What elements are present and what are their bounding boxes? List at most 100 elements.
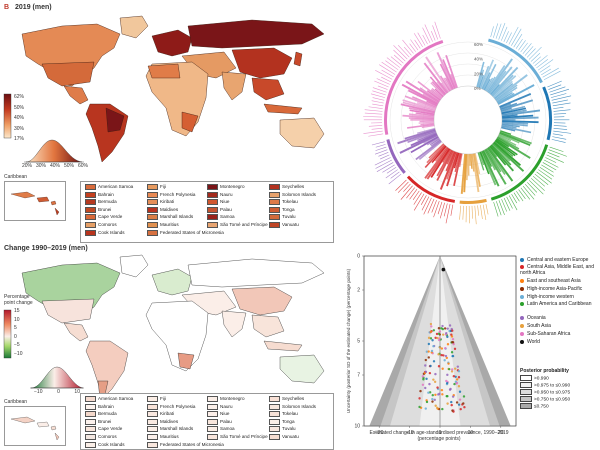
country-label-mark bbox=[542, 162, 557, 171]
radial-bar bbox=[496, 136, 531, 159]
country-name: Solomon Islands bbox=[282, 403, 316, 409]
country-label-mark bbox=[524, 184, 536, 196]
country-label-mark bbox=[536, 58, 549, 69]
country-name: Seychelles bbox=[282, 396, 305, 402]
y-axis-label: Uncertainty (posterior SD of the estimat… bbox=[346, 268, 351, 413]
pp-label: >0.975 to ≤0.990 bbox=[534, 383, 571, 389]
country-point bbox=[434, 336, 437, 340]
radial-bar bbox=[446, 150, 455, 165]
legend-label: Central and eastern Europe bbox=[527, 257, 589, 263]
caribbean-map-top bbox=[10, 191, 60, 216]
radial-bar bbox=[400, 103, 436, 114]
legend-dot bbox=[520, 294, 524, 299]
radial-bar bbox=[444, 77, 453, 91]
country-name: Montenegro bbox=[220, 184, 245, 190]
radial-bar bbox=[415, 112, 435, 117]
country-name: Cape Verde bbox=[98, 426, 123, 432]
scale-tick: 10 bbox=[14, 316, 20, 323]
radial-bar bbox=[453, 152, 460, 169]
country-label-mark bbox=[530, 52, 541, 62]
country-label-mark bbox=[508, 195, 518, 211]
country-point bbox=[451, 395, 455, 398]
country-label-mark bbox=[543, 70, 561, 81]
country-label-mark bbox=[545, 157, 557, 163]
country-label-mark bbox=[538, 169, 553, 180]
country-swatch bbox=[147, 184, 158, 190]
country-label-mark bbox=[546, 154, 564, 163]
small-country-entry: Tonga bbox=[269, 418, 295, 425]
legend-label: Oceania bbox=[527, 315, 546, 321]
country-label-mark bbox=[374, 157, 391, 166]
country-label-mark bbox=[372, 103, 384, 107]
small-country-entry: Vanuatu bbox=[269, 434, 299, 440]
legend-label: Central Asia, Middle East, and north Afr… bbox=[520, 264, 594, 276]
legend-label: South Asia bbox=[527, 323, 551, 329]
country-point bbox=[459, 407, 462, 411]
country-label-mark bbox=[537, 59, 554, 71]
country-swatch bbox=[147, 222, 158, 228]
country-swatch bbox=[207, 199, 218, 206]
country-label-mark bbox=[403, 46, 412, 56]
radial-bar bbox=[493, 80, 513, 99]
country-name: French Polynesia bbox=[160, 191, 196, 197]
radial-bar bbox=[407, 89, 438, 106]
country-label-mark bbox=[417, 32, 426, 46]
y-tick-label: 10 bbox=[354, 424, 360, 430]
funnel-scatter-plot: 0 2 5 7 10 −20 −10 0 10 20 Uncertainty (posterior … bbox=[346, 254, 517, 436]
pp-swatch bbox=[520, 382, 532, 388]
radial-bar bbox=[481, 150, 500, 187]
country-label-mark bbox=[381, 76, 392, 83]
country-point bbox=[457, 370, 461, 373]
country-point bbox=[446, 395, 449, 398]
country-point bbox=[441, 324, 444, 328]
small-country-entry: Cook Islands bbox=[85, 229, 125, 236]
country-label-mark bbox=[420, 195, 427, 205]
small-country-entry: Maldives bbox=[147, 418, 178, 425]
country-label-mark bbox=[518, 40, 526, 51]
country-label-mark bbox=[482, 204, 487, 220]
country-swatch bbox=[147, 229, 158, 236]
country-point bbox=[424, 370, 428, 374]
small-country-entry: Tokelau bbox=[269, 199, 298, 206]
radial-bar bbox=[495, 138, 518, 156]
radial-bar bbox=[426, 147, 450, 180]
country-point bbox=[435, 332, 439, 336]
country-swatch bbox=[269, 396, 280, 402]
country-name: Montenegro bbox=[220, 396, 245, 402]
region-ring-segment bbox=[384, 40, 444, 135]
region-legend-item: Sub-Saharan Africa bbox=[520, 330, 600, 338]
country-point bbox=[446, 343, 450, 346]
country-swatch bbox=[85, 184, 96, 190]
radial-bar bbox=[487, 58, 513, 94]
small-country-entry: Nauru bbox=[207, 403, 233, 410]
scale-tick: 0 bbox=[14, 333, 17, 340]
radial-bar bbox=[499, 93, 532, 108]
colour-scale-change bbox=[3, 309, 12, 359]
country-label-mark bbox=[395, 179, 407, 191]
circular-bar-chart: 60% 40% 20% 0% bbox=[363, 21, 572, 225]
country-point bbox=[446, 327, 449, 330]
small-country-entry: Tuvalu bbox=[269, 214, 296, 221]
panel-title-top: B 2019 (men) bbox=[4, 4, 52, 11]
country-name: Cook Islands bbox=[98, 441, 125, 447]
radial-bar bbox=[501, 114, 518, 118]
small-country-entry: Federated States of Micronesia bbox=[147, 229, 224, 236]
radial-bar bbox=[439, 63, 454, 90]
density-tick: 10 bbox=[74, 389, 80, 395]
country-point bbox=[452, 375, 456, 378]
caribbean-label-bottom: Caribbean bbox=[4, 399, 28, 405]
radial-bar bbox=[410, 136, 439, 154]
country-point bbox=[429, 364, 432, 368]
caribbean-inset-bottom bbox=[4, 406, 66, 446]
legend-dot bbox=[520, 286, 524, 291]
y-tick-label: 7 bbox=[357, 373, 360, 379]
country-label-mark bbox=[372, 97, 385, 101]
country-swatch bbox=[147, 199, 158, 206]
country-label-mark bbox=[381, 61, 397, 73]
small-country-entry: Samoa bbox=[207, 426, 235, 433]
small-country-entry: Comoros bbox=[85, 434, 117, 440]
country-name: Nauru bbox=[220, 403, 233, 409]
small-country-entry: Brunei bbox=[85, 206, 111, 213]
country-point bbox=[443, 327, 447, 330]
country-swatch bbox=[207, 396, 218, 402]
